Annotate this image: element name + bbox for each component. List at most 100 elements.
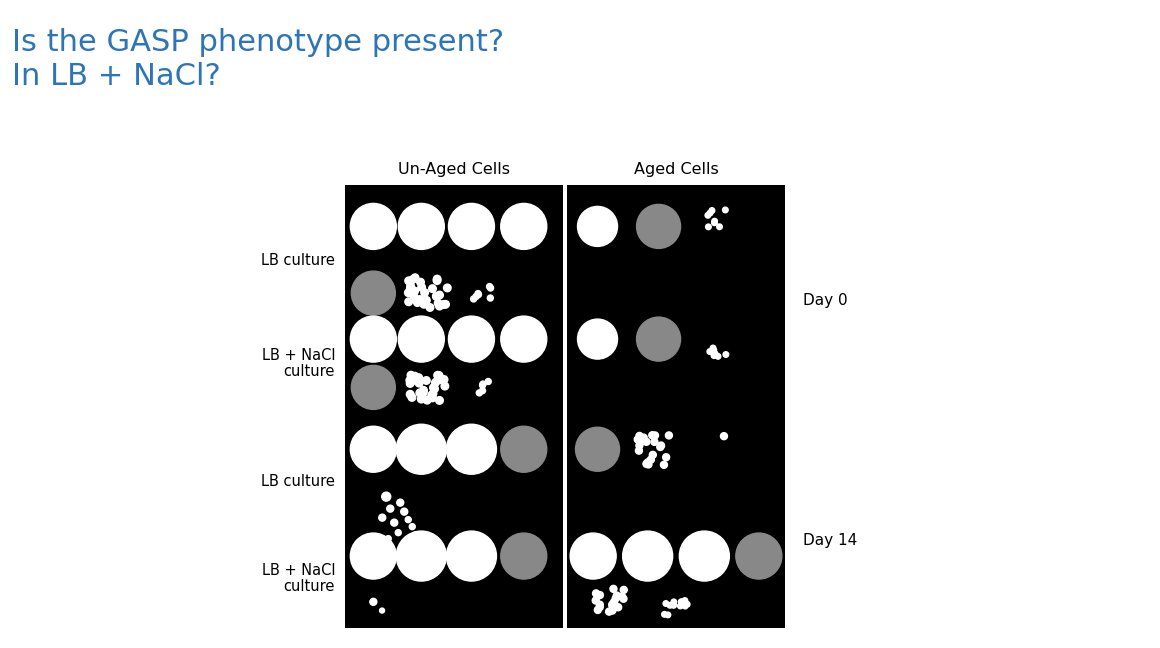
Circle shape (658, 442, 665, 449)
Circle shape (379, 608, 385, 613)
Circle shape (405, 298, 413, 306)
Circle shape (409, 524, 415, 529)
Circle shape (665, 612, 670, 618)
Circle shape (486, 284, 493, 290)
Circle shape (418, 395, 425, 403)
Circle shape (416, 279, 425, 286)
Circle shape (441, 382, 449, 390)
Circle shape (651, 438, 658, 445)
Circle shape (708, 210, 713, 216)
Circle shape (639, 437, 646, 445)
Circle shape (612, 603, 619, 610)
Circle shape (350, 426, 397, 472)
Circle shape (420, 301, 428, 308)
Text: culture: culture (284, 364, 335, 378)
Circle shape (350, 316, 397, 362)
Circle shape (420, 386, 427, 394)
Circle shape (643, 438, 650, 445)
Circle shape (636, 447, 643, 454)
Circle shape (612, 595, 619, 602)
Circle shape (378, 542, 383, 547)
Circle shape (436, 292, 443, 299)
Circle shape (385, 536, 391, 542)
Circle shape (406, 380, 414, 388)
Circle shape (418, 542, 422, 547)
Circle shape (640, 434, 647, 441)
Circle shape (711, 220, 717, 226)
Circle shape (571, 533, 616, 579)
Circle shape (644, 459, 651, 466)
Circle shape (405, 289, 412, 297)
Circle shape (436, 397, 443, 404)
Circle shape (406, 391, 414, 398)
Circle shape (619, 596, 628, 602)
Bar (345, 410, 563, 628)
Circle shape (575, 427, 619, 471)
Text: culture: culture (284, 579, 335, 594)
Circle shape (400, 508, 408, 515)
Circle shape (480, 381, 486, 387)
Circle shape (636, 442, 643, 449)
Circle shape (637, 204, 681, 248)
Circle shape (432, 378, 440, 386)
Circle shape (594, 592, 601, 599)
Circle shape (396, 529, 401, 536)
Text: LB culture: LB culture (261, 474, 335, 489)
Circle shape (618, 593, 625, 600)
Circle shape (670, 603, 676, 608)
Circle shape (476, 290, 481, 297)
Circle shape (429, 394, 436, 402)
Circle shape (672, 599, 676, 605)
Circle shape (644, 460, 651, 467)
Circle shape (407, 283, 414, 290)
Circle shape (667, 603, 673, 608)
Circle shape (635, 436, 641, 443)
Circle shape (593, 597, 600, 604)
Circle shape (723, 352, 728, 357)
Circle shape (416, 389, 423, 397)
Circle shape (501, 533, 546, 579)
Circle shape (476, 292, 481, 297)
Circle shape (578, 319, 617, 359)
Circle shape (416, 295, 423, 303)
Circle shape (712, 351, 718, 356)
Bar (345, 185, 563, 415)
Text: LB + NaCl: LB + NaCl (261, 347, 335, 363)
Circle shape (397, 424, 447, 474)
Circle shape (442, 301, 449, 308)
Circle shape (429, 390, 436, 397)
Circle shape (351, 365, 396, 410)
Circle shape (422, 297, 430, 304)
Circle shape (414, 299, 421, 307)
Circle shape (606, 608, 612, 615)
Circle shape (398, 203, 444, 249)
Circle shape (501, 203, 546, 249)
Circle shape (423, 397, 430, 404)
Circle shape (501, 426, 546, 472)
Circle shape (716, 354, 720, 359)
Circle shape (661, 612, 667, 617)
Circle shape (370, 598, 377, 605)
Circle shape (436, 302, 443, 310)
Circle shape (407, 378, 415, 386)
Circle shape (609, 603, 616, 610)
Circle shape (679, 599, 684, 605)
Bar (567, 410, 785, 628)
Circle shape (596, 604, 603, 610)
Circle shape (447, 424, 496, 474)
Text: Day 0: Day 0 (803, 292, 848, 308)
Circle shape (684, 601, 690, 607)
Circle shape (487, 295, 493, 301)
Circle shape (636, 437, 643, 445)
Circle shape (428, 391, 435, 399)
Circle shape (434, 376, 442, 384)
Circle shape (614, 592, 621, 599)
Circle shape (723, 207, 728, 213)
Circle shape (350, 203, 397, 249)
Circle shape (407, 371, 415, 379)
Circle shape (405, 516, 412, 523)
Circle shape (648, 432, 655, 439)
Circle shape (621, 586, 628, 594)
Circle shape (433, 292, 441, 300)
Circle shape (411, 373, 419, 380)
